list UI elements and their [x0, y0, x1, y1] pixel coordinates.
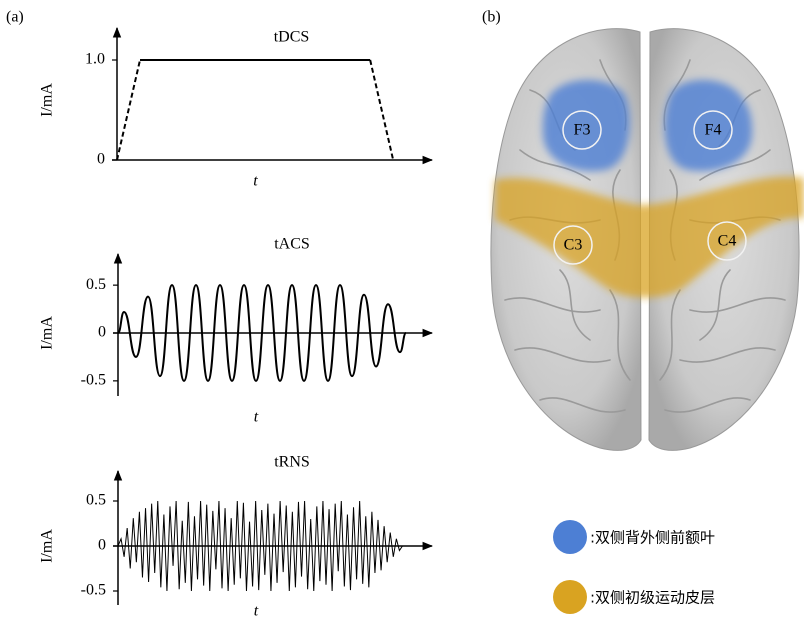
- y-axis-label: I/mA: [39, 83, 56, 117]
- y-tick-label: 0.5: [86, 276, 106, 293]
- legend-label: :双侧初级运动皮层: [590, 589, 715, 607]
- brain: F3 F4 C3 C4: [491, 29, 804, 451]
- y-axis-label: I/mA: [39, 529, 56, 563]
- y-tick-label: -0.5: [81, 372, 106, 389]
- panel-label: (a): [6, 9, 24, 26]
- chart-title: tACS: [274, 236, 310, 253]
- y-tick-label: -0.5: [81, 582, 106, 599]
- electrode-label: F4: [705, 122, 722, 139]
- electrode-label: F3: [574, 122, 591, 139]
- chart-title: tDCS: [274, 29, 310, 46]
- x-axis-label: t: [254, 409, 259, 426]
- y-tick-label: 0.5: [86, 492, 106, 509]
- y-axis-label: I/mA: [39, 316, 56, 350]
- line-segment: [117, 60, 140, 160]
- x-axis-label: t: [253, 173, 258, 190]
- legend-swatch: [553, 520, 587, 554]
- figure: (a) (b) F3 F4 C3 C4 :双侧背外侧前额叶 :双侧初级运动皮层 …: [0, 0, 804, 619]
- line-segment: [370, 60, 393, 160]
- chart-title: tRNS: [274, 454, 310, 471]
- electrode-label: C4: [718, 233, 737, 250]
- panel-label: (b): [482, 9, 501, 26]
- legend-label: :双侧背外侧前额叶: [590, 529, 715, 547]
- legend-swatch: [553, 580, 587, 614]
- electrode-label: C3: [564, 237, 583, 254]
- x-axis-label: t: [254, 603, 259, 619]
- y-tick-label: 0: [98, 324, 106, 341]
- y-tick-label: 0: [97, 151, 105, 168]
- y-tick-label: 0: [98, 537, 106, 554]
- y-tick-label: 1.0: [85, 51, 105, 68]
